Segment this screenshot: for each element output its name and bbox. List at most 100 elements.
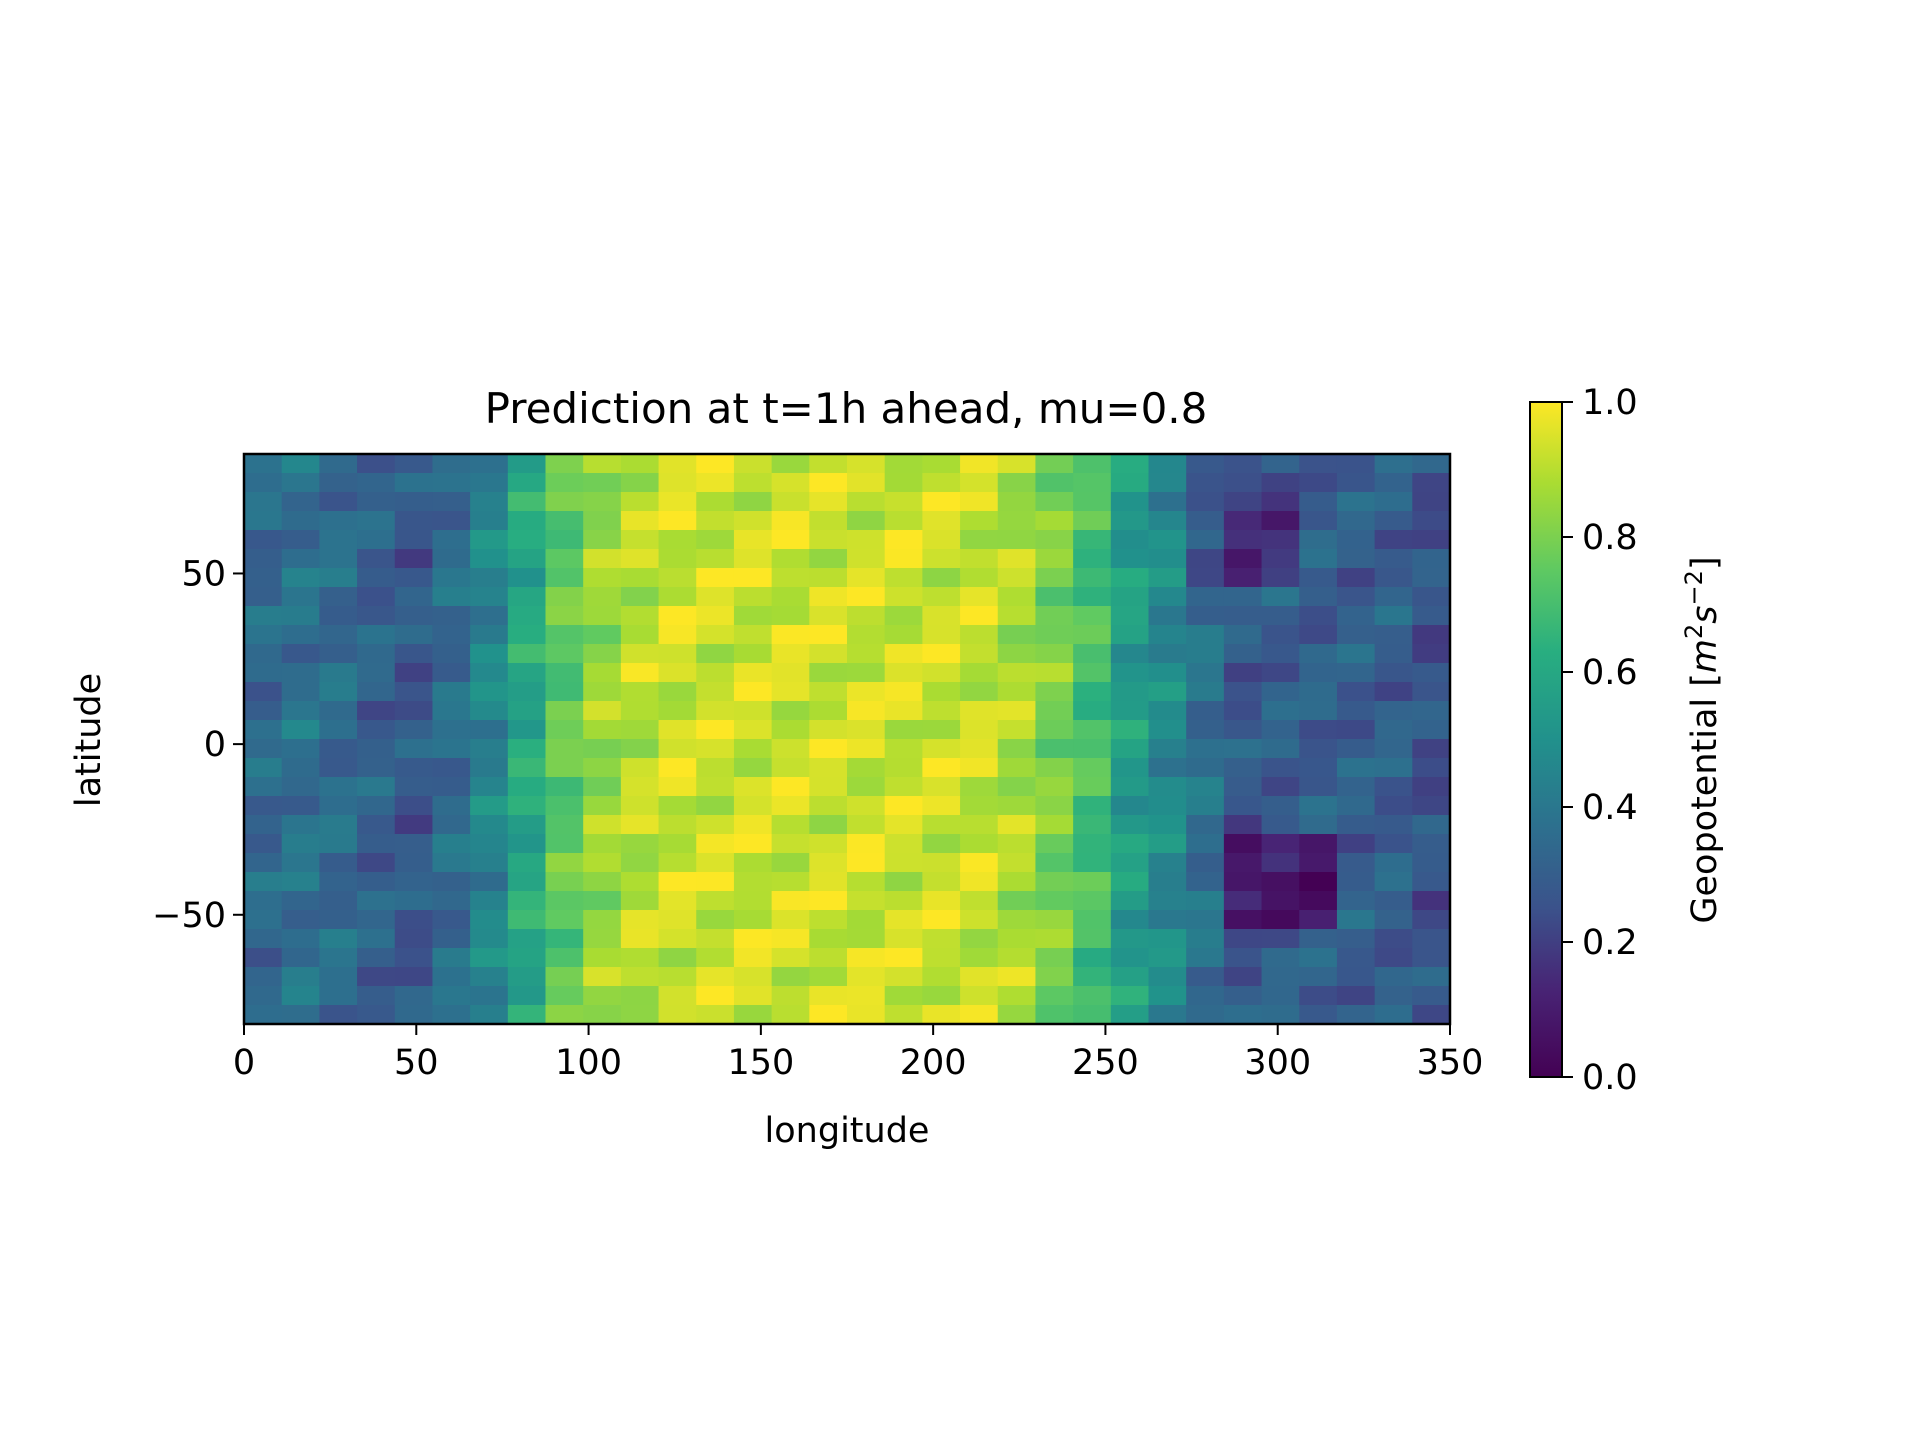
heatmap-cell — [922, 739, 961, 759]
heatmap-cell — [244, 492, 283, 512]
heatmap-cell — [1186, 815, 1225, 835]
heatmap-cell — [470, 644, 509, 664]
heatmap-cell — [470, 796, 509, 816]
heatmap-cell — [658, 530, 697, 550]
heatmap-cell — [432, 568, 471, 588]
heatmap-cell — [922, 587, 961, 607]
heatmap-cell — [771, 929, 810, 949]
heatmap-cell — [1336, 549, 1376, 569]
heatmap-cell — [1186, 796, 1225, 816]
heatmap-cell — [1073, 587, 1112, 607]
heatmap-cell — [1374, 853, 1413, 873]
colorbar-ticks: 1.0 0.8 0.6 0.4 0.2 0.0 — [1562, 383, 1638, 1098]
heatmap-cell — [1223, 492, 1263, 512]
heatmap-cell — [1186, 701, 1225, 721]
heatmap-cell — [960, 967, 999, 987]
heatmap-cell — [470, 739, 509, 759]
heatmap-cell — [1186, 834, 1225, 854]
heatmap-cell — [281, 587, 320, 607]
x-tick-label: 100 — [555, 1043, 622, 1083]
heatmap-cell — [1412, 891, 1451, 911]
heatmap-cell — [1223, 549, 1263, 569]
heatmap-cell — [733, 929, 773, 949]
heatmap-cell — [733, 454, 773, 474]
heatmap-cell — [733, 587, 773, 607]
heatmap-cell — [1374, 929, 1413, 949]
heatmap-cell — [1186, 644, 1225, 664]
heatmap-cell — [545, 986, 584, 1006]
heatmap-cell — [658, 967, 697, 987]
heatmap-cell — [658, 986, 697, 1006]
heatmap-cell — [1412, 606, 1451, 626]
heatmap-cell — [922, 454, 961, 474]
heatmap-cell — [394, 929, 434, 949]
heatmap-cell — [997, 1005, 1037, 1025]
heatmap-cell — [1073, 720, 1112, 740]
heatmap-cell — [244, 682, 283, 702]
heatmap-cell — [1261, 511, 1300, 531]
heatmap-cell — [960, 853, 999, 873]
heatmap-cell — [997, 777, 1037, 797]
heatmap-cell — [1186, 492, 1225, 512]
heatmap-cell — [733, 853, 773, 873]
heatmap-cell — [319, 644, 358, 664]
heatmap-cell — [1035, 853, 1074, 873]
heatmap-cell — [997, 891, 1037, 911]
heatmap-cell — [1261, 853, 1300, 873]
heatmap-cell — [733, 986, 773, 1006]
heatmap-cell — [1299, 644, 1338, 664]
heatmap-cell — [620, 568, 660, 588]
heatmap-cell — [394, 454, 434, 474]
heatmap-cell — [1110, 834, 1150, 854]
heatmap-cell — [1374, 834, 1413, 854]
heatmap-cell — [1299, 530, 1338, 550]
heatmap-cell — [1412, 777, 1451, 797]
heatmap-cell — [281, 549, 320, 569]
heatmap-cell — [620, 815, 660, 835]
heatmap-cell — [1336, 739, 1376, 759]
heatmap-cell — [1035, 910, 1074, 930]
y-axis-label: latitude — [69, 673, 109, 807]
x-tick-label: 300 — [1244, 1043, 1311, 1083]
heatmap-cell — [620, 530, 660, 550]
heatmap-cell — [583, 492, 622, 512]
heatmap-cell — [771, 549, 810, 569]
heatmap-cell — [696, 986, 735, 1006]
heatmap-cell — [507, 492, 547, 512]
heatmap-cell — [507, 796, 547, 816]
heatmap-cell — [1299, 511, 1338, 531]
heatmap-cell — [1412, 682, 1451, 702]
heatmap-cell — [809, 663, 848, 683]
heatmap-cell — [319, 739, 358, 759]
heatmap-cell — [960, 511, 999, 531]
heatmap-cell — [847, 910, 886, 930]
heatmap-cell — [1110, 511, 1150, 531]
heatmap-cell — [1299, 606, 1338, 626]
heatmap-cell — [1223, 853, 1263, 873]
heatmap-cell — [1148, 454, 1187, 474]
heatmap-cell — [1299, 948, 1338, 968]
heatmap-cell — [997, 682, 1037, 702]
heatmap-cell — [1110, 587, 1150, 607]
heatmap-cell — [470, 682, 509, 702]
heatmap-cell — [470, 815, 509, 835]
heatmap-cell — [583, 986, 622, 1006]
heatmap-cell — [771, 492, 810, 512]
heatmap-cell — [1299, 967, 1338, 987]
heatmap-cell — [1110, 682, 1150, 702]
heatmap-cell — [960, 796, 999, 816]
heatmap-cell — [394, 986, 434, 1006]
heatmap-cell — [884, 929, 923, 949]
heatmap-cell — [809, 910, 848, 930]
heatmap-cell — [809, 796, 848, 816]
heatmap-cell — [1412, 1005, 1451, 1025]
heatmap-cell — [620, 967, 660, 987]
heatmap-cell — [244, 929, 283, 949]
heatmap-cell — [1035, 872, 1074, 892]
heatmap-cell — [960, 625, 999, 645]
heatmap-cell — [809, 967, 848, 987]
heatmap-cell — [1148, 891, 1187, 911]
heatmap-cell — [1336, 967, 1376, 987]
heatmap-cell — [244, 758, 283, 778]
heatmap-cell — [658, 587, 697, 607]
